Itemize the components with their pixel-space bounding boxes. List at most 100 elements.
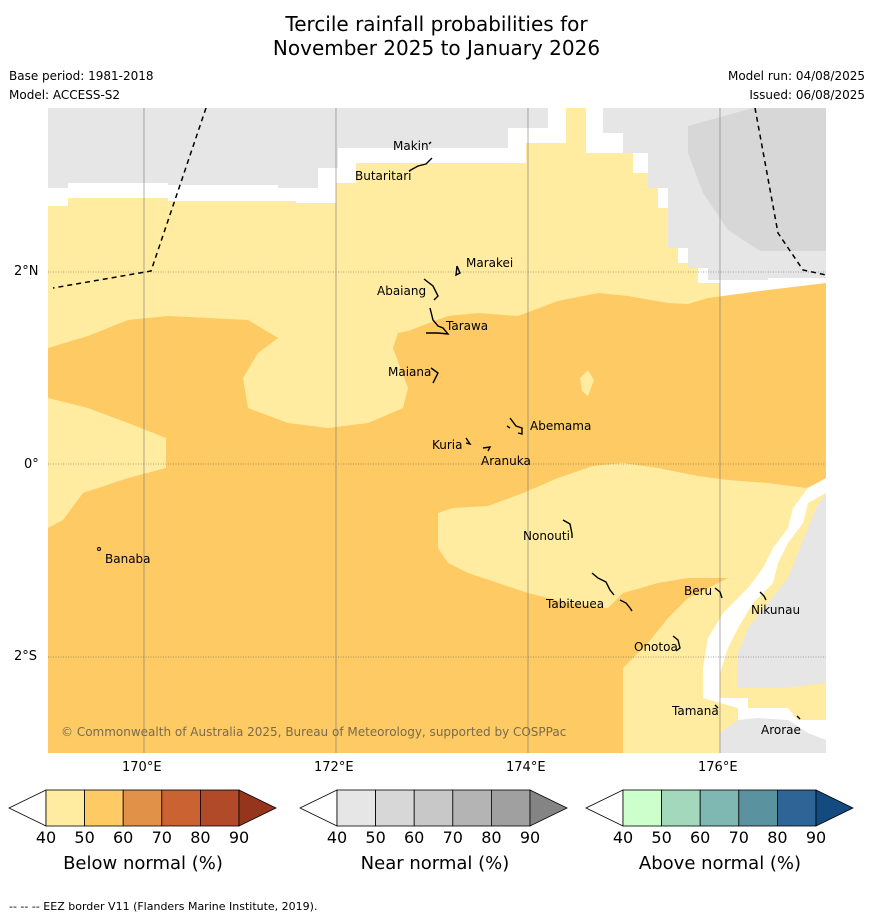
graticule [143, 108, 721, 753]
colorbar-tick-label: 80 [481, 828, 502, 847]
colorbar-segment [452, 789, 492, 827]
island-label-kuria: Kuria [432, 438, 463, 452]
model-name: Model: ACCESS-S2 [9, 88, 121, 102]
colorbar-segment-under [585, 789, 624, 827]
colorbar-tick-label: 50 [365, 828, 386, 847]
colorbar-tick-label: 60 [404, 828, 425, 847]
colorbar-tick-label: 70 [442, 828, 463, 847]
eez-legend-footer: -- -- -- EEZ border V11 (Flanders Marine… [9, 900, 318, 913]
tamana-coast [714, 704, 719, 709]
issued-date: Issued: 06/08/2025 [749, 88, 865, 102]
colorbar-segment [622, 789, 662, 827]
colorbar-tick-label: 80 [190, 828, 211, 847]
lat-label-2n: 2°N [14, 264, 39, 279]
colorbar-segment [84, 789, 124, 827]
eez-border-east [754, 108, 826, 276]
colorbar-above-normal-label: Above normal (%) [638, 853, 802, 874]
colorbar-segment-over [815, 789, 854, 827]
colorbar-segment [776, 789, 817, 827]
colorbar-below-normal-label: Below normal (%) [63, 853, 223, 874]
island-coastlines [408, 141, 801, 720]
colorbar-tick-label: 90 [519, 828, 541, 847]
colorbar-tick-label: 60 [113, 828, 134, 847]
tarawa-coast [426, 307, 450, 335]
colorbar-tick-label: 40 [612, 828, 634, 847]
island-label-tarawa: Tarawa [445, 319, 488, 333]
below-normal-50-patch [580, 370, 594, 396]
eez-border [52, 108, 826, 289]
abemama-coast [509, 417, 523, 435]
colorbar-tick-label: 40 [35, 828, 57, 847]
lon-label-170e: 170°E [122, 760, 162, 775]
colorbar-segment [661, 789, 701, 827]
near-normal-50-region-northeast [688, 108, 826, 251]
white-gap-southeast [703, 478, 826, 753]
island-label-beru: Beru [684, 584, 712, 598]
island-label-butaritari: Butaritari [355, 169, 412, 183]
colorbar-segment [413, 789, 454, 827]
arorae-coast [796, 715, 801, 720]
tabiteuea-south-coast [619, 599, 633, 612]
marakei-coast [455, 265, 461, 277]
colorbar-tick-label: 90 [805, 828, 827, 847]
near-normal-region-north [48, 108, 548, 188]
rainfall-probability-map: Makin Butaritari Marakei Abaiang Tarawa … [48, 108, 826, 753]
colorbar-segment [199, 789, 240, 827]
abaiang-coast [423, 278, 439, 301]
colorbar-segment-under [8, 789, 47, 827]
island-label-tabiteuea: Tabiteuea [545, 597, 604, 611]
onotoa-coast [672, 635, 681, 652]
colorbar-tick-label: 70 [151, 828, 172, 847]
colorbar-near-normal-label: Near normal (%) [360, 853, 510, 874]
island-label-aranuka: Aranuka [481, 454, 531, 468]
chart-title-line-1: Tercile rainfall probabilities for [285, 12, 588, 36]
island-label-arorae: Arorae [761, 723, 801, 737]
aranuka-coast [482, 446, 492, 452]
colorbar-tick-label: 40 [326, 828, 348, 847]
colorbar-near-normal [299, 789, 568, 827]
parallels [48, 271, 826, 658]
model-run-date: Model run: 04/08/2025 [727, 69, 865, 83]
kuria-coast [465, 437, 472, 446]
island-label-banaba: Banaba [105, 552, 151, 566]
makin-coast [428, 141, 432, 145]
colorbar-segment [738, 789, 778, 827]
lon-label-172e: 172°E [314, 760, 354, 775]
white-gap-north [48, 108, 566, 206]
colorbar-segment [45, 789, 85, 827]
colorbar-tick-label: 90 [228, 828, 250, 847]
colorbar-tick-label: 50 [651, 828, 672, 847]
colorbar-segment-over [529, 789, 568, 827]
nikunau-coast [759, 591, 767, 601]
banaba-coast [97, 547, 101, 551]
island-label-onotoa: Onotoa [634, 640, 678, 654]
colorbar-segment [336, 789, 376, 827]
below-normal-60-region [48, 283, 826, 753]
white-gap-northeast [586, 108, 826, 298]
maiana-coast [430, 367, 439, 384]
island-label-abaiang: Abaiang [377, 284, 426, 298]
butaritari-coast [408, 157, 433, 172]
island-label-makin: Makin [393, 139, 429, 153]
lat-label-2s: 2°S [14, 649, 38, 664]
colorbar-segment [161, 789, 201, 827]
island-label-nikunau: Nikunau [751, 603, 800, 617]
colorbar-tick-label: 80 [767, 828, 788, 847]
chart-title-line-2: November 2025 to January 2026 [272, 36, 601, 60]
island-label-tamana: Tamana [671, 704, 719, 718]
copyright-notice: © Commonwealth of Australia 2025, Bureau… [61, 725, 566, 739]
colorbar-segment [122, 789, 163, 827]
island-label-maiana: Maiana [388, 365, 431, 379]
beru-coast [714, 587, 723, 599]
island-label-nonouti: Nonouti [523, 529, 570, 543]
near-normal-region-southeast [738, 493, 826, 688]
abemama-islet [506, 425, 511, 429]
colorbar-tick-label: 50 [74, 828, 95, 847]
colorbar-segment-over [238, 789, 277, 827]
near-normal-region-south [720, 718, 826, 753]
colorbar-tick-label: 70 [728, 828, 749, 847]
tabiteuea-north-coast [591, 572, 615, 596]
island-label-abemama: Abemama [530, 419, 591, 433]
lon-label-176e: 176°E [698, 760, 738, 775]
colorbar-segment [490, 789, 531, 827]
